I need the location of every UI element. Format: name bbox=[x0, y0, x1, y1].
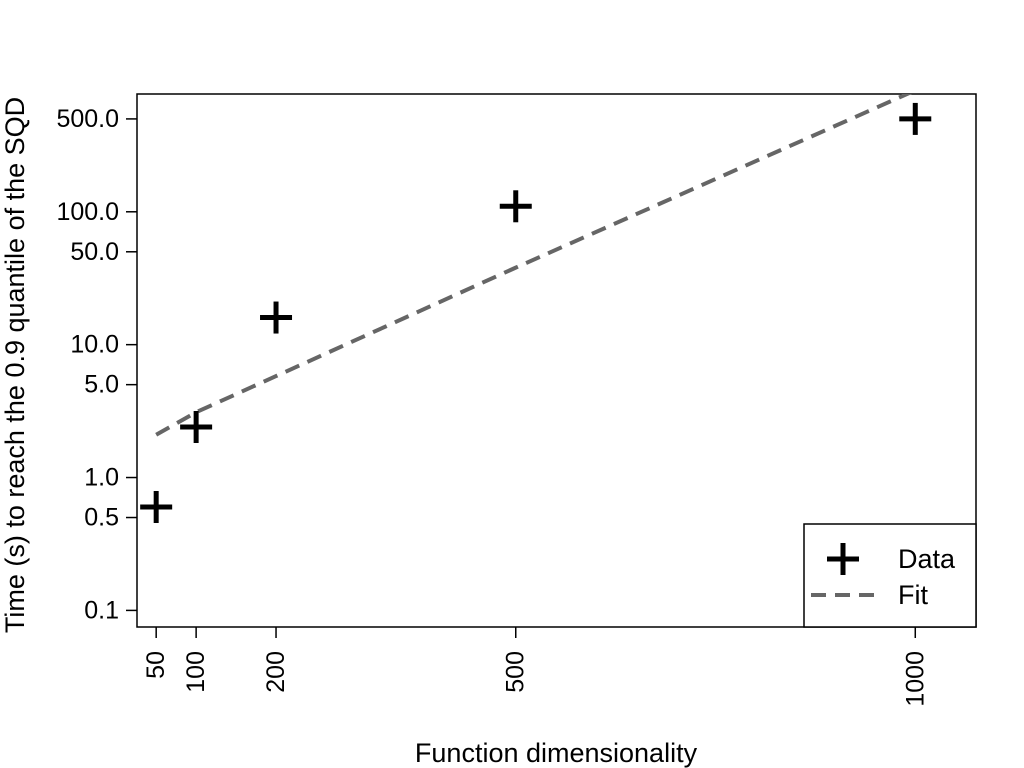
y-axis-title: Time (s) to reach the 0.9 quantile of th… bbox=[0, 97, 30, 633]
fit-line bbox=[155, 94, 913, 437]
y-tick-label: 50.0 bbox=[70, 238, 119, 266]
legend: Data Fit bbox=[803, 523, 977, 628]
x-tick-label: 500 bbox=[502, 651, 530, 693]
x-tick-label: 1000 bbox=[901, 651, 929, 707]
data-point bbox=[180, 411, 213, 444]
y-tick-label: 5.0 bbox=[84, 371, 119, 399]
y-tick-label: 1.0 bbox=[84, 464, 119, 492]
x-tick-label: 100 bbox=[182, 651, 210, 693]
x-tick-label: 50 bbox=[142, 651, 170, 679]
x-axis: 50 100 200 500 1000 bbox=[142, 627, 929, 707]
plot-frame bbox=[136, 93, 977, 628]
data-point bbox=[260, 301, 293, 334]
y-tick-label: 500.0 bbox=[56, 105, 119, 133]
data-point bbox=[140, 491, 173, 524]
data-point bbox=[499, 190, 532, 223]
x-axis-title: Function dimensionality bbox=[415, 738, 698, 768]
y-tick-label: 10.0 bbox=[70, 331, 119, 359]
legend-label: Data bbox=[898, 544, 956, 574]
y-tick-label: 0.5 bbox=[84, 504, 119, 532]
y-tick-label: 0.1 bbox=[84, 596, 119, 624]
y-axis: 0.1 0.5 1.0 5.0 10.0 50.0 100.0 500.0 bbox=[56, 105, 137, 624]
x-tick-label: 200 bbox=[262, 651, 290, 693]
legend-label: Fit bbox=[898, 580, 928, 610]
series-layer bbox=[155, 94, 913, 437]
legend-box bbox=[803, 523, 977, 628]
y-tick-label: 100.0 bbox=[56, 198, 119, 226]
data-point bbox=[899, 102, 932, 135]
legend-item: Fit bbox=[811, 580, 928, 610]
points-layer bbox=[140, 102, 932, 524]
legend-item: Data bbox=[827, 543, 956, 575]
